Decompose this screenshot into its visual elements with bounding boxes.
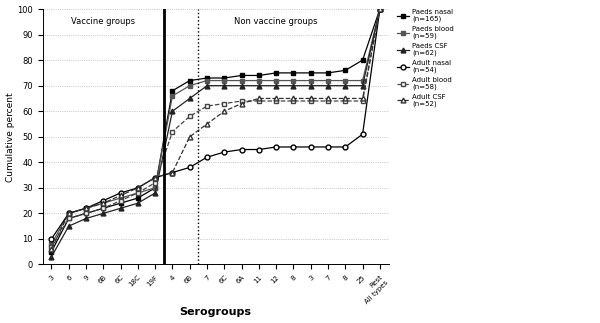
Text: Vaccine groups: Vaccine groups [71, 17, 136, 26]
Text: Non vaccine groups: Non vaccine groups [235, 17, 318, 26]
Legend: Paeds nasal
(n=165), Paeds blood
(n=59), Paeds CSF
(n=62), Adult nasal
(n=54), A: Paeds nasal (n=165), Paeds blood (n=59),… [395, 7, 455, 109]
X-axis label: Serogroups: Serogroups [179, 307, 251, 318]
Y-axis label: Cumulative percent: Cumulative percent [5, 92, 14, 182]
